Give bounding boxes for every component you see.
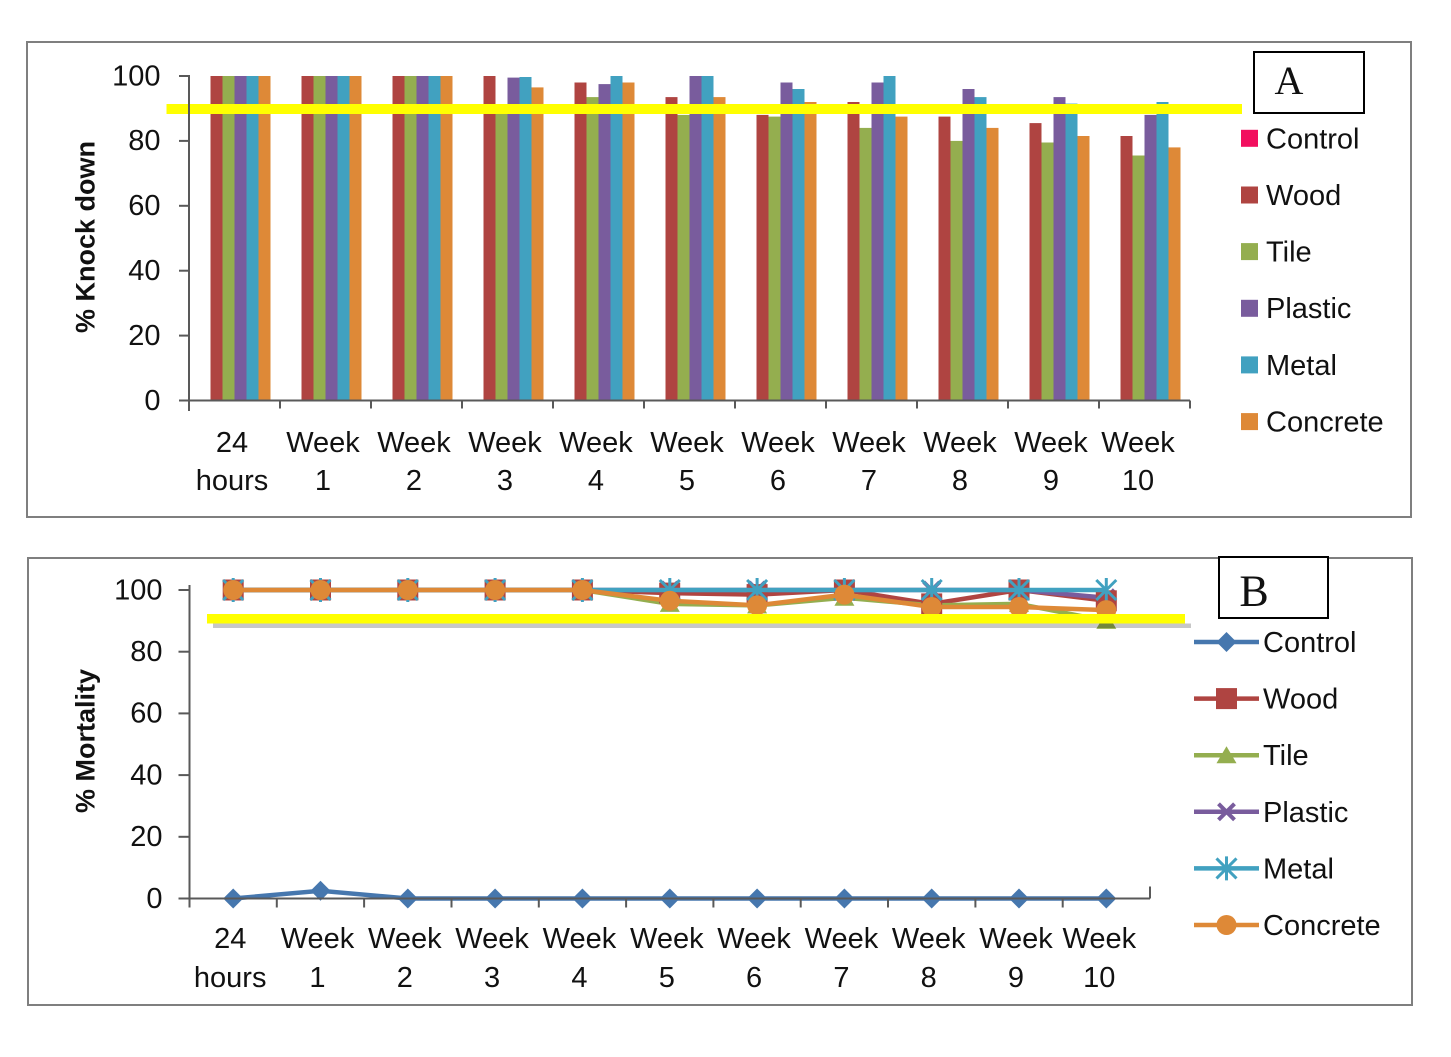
svg-text:40: 40 <box>128 255 160 287</box>
svg-text:Wood: Wood <box>1266 180 1341 212</box>
svg-text:Week: Week <box>368 923 442 955</box>
svg-text:Week: Week <box>717 923 791 955</box>
svg-text:B: B <box>1239 567 1268 616</box>
svg-text:% Mortality: % Mortality <box>71 669 101 813</box>
svg-text:Metal: Metal <box>1263 853 1334 885</box>
svg-text:5: 5 <box>679 465 695 497</box>
svg-text:Plastic: Plastic <box>1263 797 1348 829</box>
svg-text:Week: Week <box>832 427 906 459</box>
svg-text:8: 8 <box>921 962 937 994</box>
svg-text:Tile: Tile <box>1263 740 1309 772</box>
svg-text:Concrete: Concrete <box>1266 407 1384 439</box>
svg-text:Week: Week <box>979 923 1053 955</box>
svg-text:Week: Week <box>468 427 542 459</box>
svg-text:Metal: Metal <box>1266 350 1337 382</box>
svg-text:Week: Week <box>455 923 529 955</box>
svg-text:2: 2 <box>397 962 413 994</box>
svg-text:80: 80 <box>128 125 160 157</box>
svg-text:6: 6 <box>770 465 786 497</box>
svg-text:Week: Week <box>923 427 997 459</box>
svg-text:2: 2 <box>406 465 422 497</box>
svg-text:40: 40 <box>130 759 162 791</box>
svg-text:20: 20 <box>130 821 162 853</box>
svg-text:hours: hours <box>196 465 269 497</box>
svg-text:Concrete: Concrete <box>1263 910 1381 942</box>
svg-text:20: 20 <box>128 320 160 352</box>
svg-text:Week: Week <box>559 427 633 459</box>
svg-text:Tile: Tile <box>1266 237 1312 269</box>
svg-text:100: 100 <box>114 574 162 606</box>
svg-text:Control: Control <box>1266 123 1360 155</box>
svg-text:Week: Week <box>543 923 617 955</box>
svg-text:3: 3 <box>497 465 513 497</box>
svg-text:Week: Week <box>1014 427 1088 459</box>
svg-text:1: 1 <box>315 465 331 497</box>
svg-text:Week: Week <box>805 923 879 955</box>
svg-text:8: 8 <box>952 465 968 497</box>
svg-text:5: 5 <box>659 962 675 994</box>
svg-text:0: 0 <box>144 385 160 417</box>
svg-text:100: 100 <box>112 60 160 92</box>
svg-text:Week: Week <box>650 427 724 459</box>
svg-text:10: 10 <box>1083 962 1115 994</box>
svg-text:60: 60 <box>128 190 160 222</box>
svg-text:24: 24 <box>216 427 248 459</box>
svg-text:24: 24 <box>214 923 246 955</box>
svg-text:3: 3 <box>484 962 500 994</box>
svg-text:4: 4 <box>588 465 604 497</box>
svg-text:0: 0 <box>146 883 162 915</box>
svg-text:Week: Week <box>281 923 355 955</box>
svg-text:6: 6 <box>746 962 762 994</box>
svg-text:7: 7 <box>861 465 877 497</box>
svg-text:60: 60 <box>130 698 162 730</box>
svg-text:80: 80 <box>130 636 162 668</box>
svg-text:Week: Week <box>630 923 704 955</box>
svg-text:9: 9 <box>1008 962 1024 994</box>
svg-text:Week: Week <box>1101 427 1175 459</box>
svg-text:Week: Week <box>741 427 815 459</box>
svg-text:9: 9 <box>1043 465 1059 497</box>
svg-text:4: 4 <box>571 962 587 994</box>
svg-text:10: 10 <box>1122 465 1154 497</box>
svg-text:7: 7 <box>833 962 849 994</box>
svg-text:Week: Week <box>892 923 966 955</box>
svg-text:Wood: Wood <box>1263 684 1338 716</box>
svg-text:Week: Week <box>377 427 451 459</box>
svg-text:hours: hours <box>194 962 267 994</box>
svg-text:Plastic: Plastic <box>1266 293 1351 325</box>
svg-text:Control: Control <box>1263 627 1357 659</box>
svg-text:Week: Week <box>1062 923 1136 955</box>
svg-text:A: A <box>1275 58 1304 103</box>
svg-text:1: 1 <box>309 962 325 994</box>
svg-text:% Knock down: % Knock down <box>71 141 101 333</box>
svg-text:Week: Week <box>286 427 360 459</box>
